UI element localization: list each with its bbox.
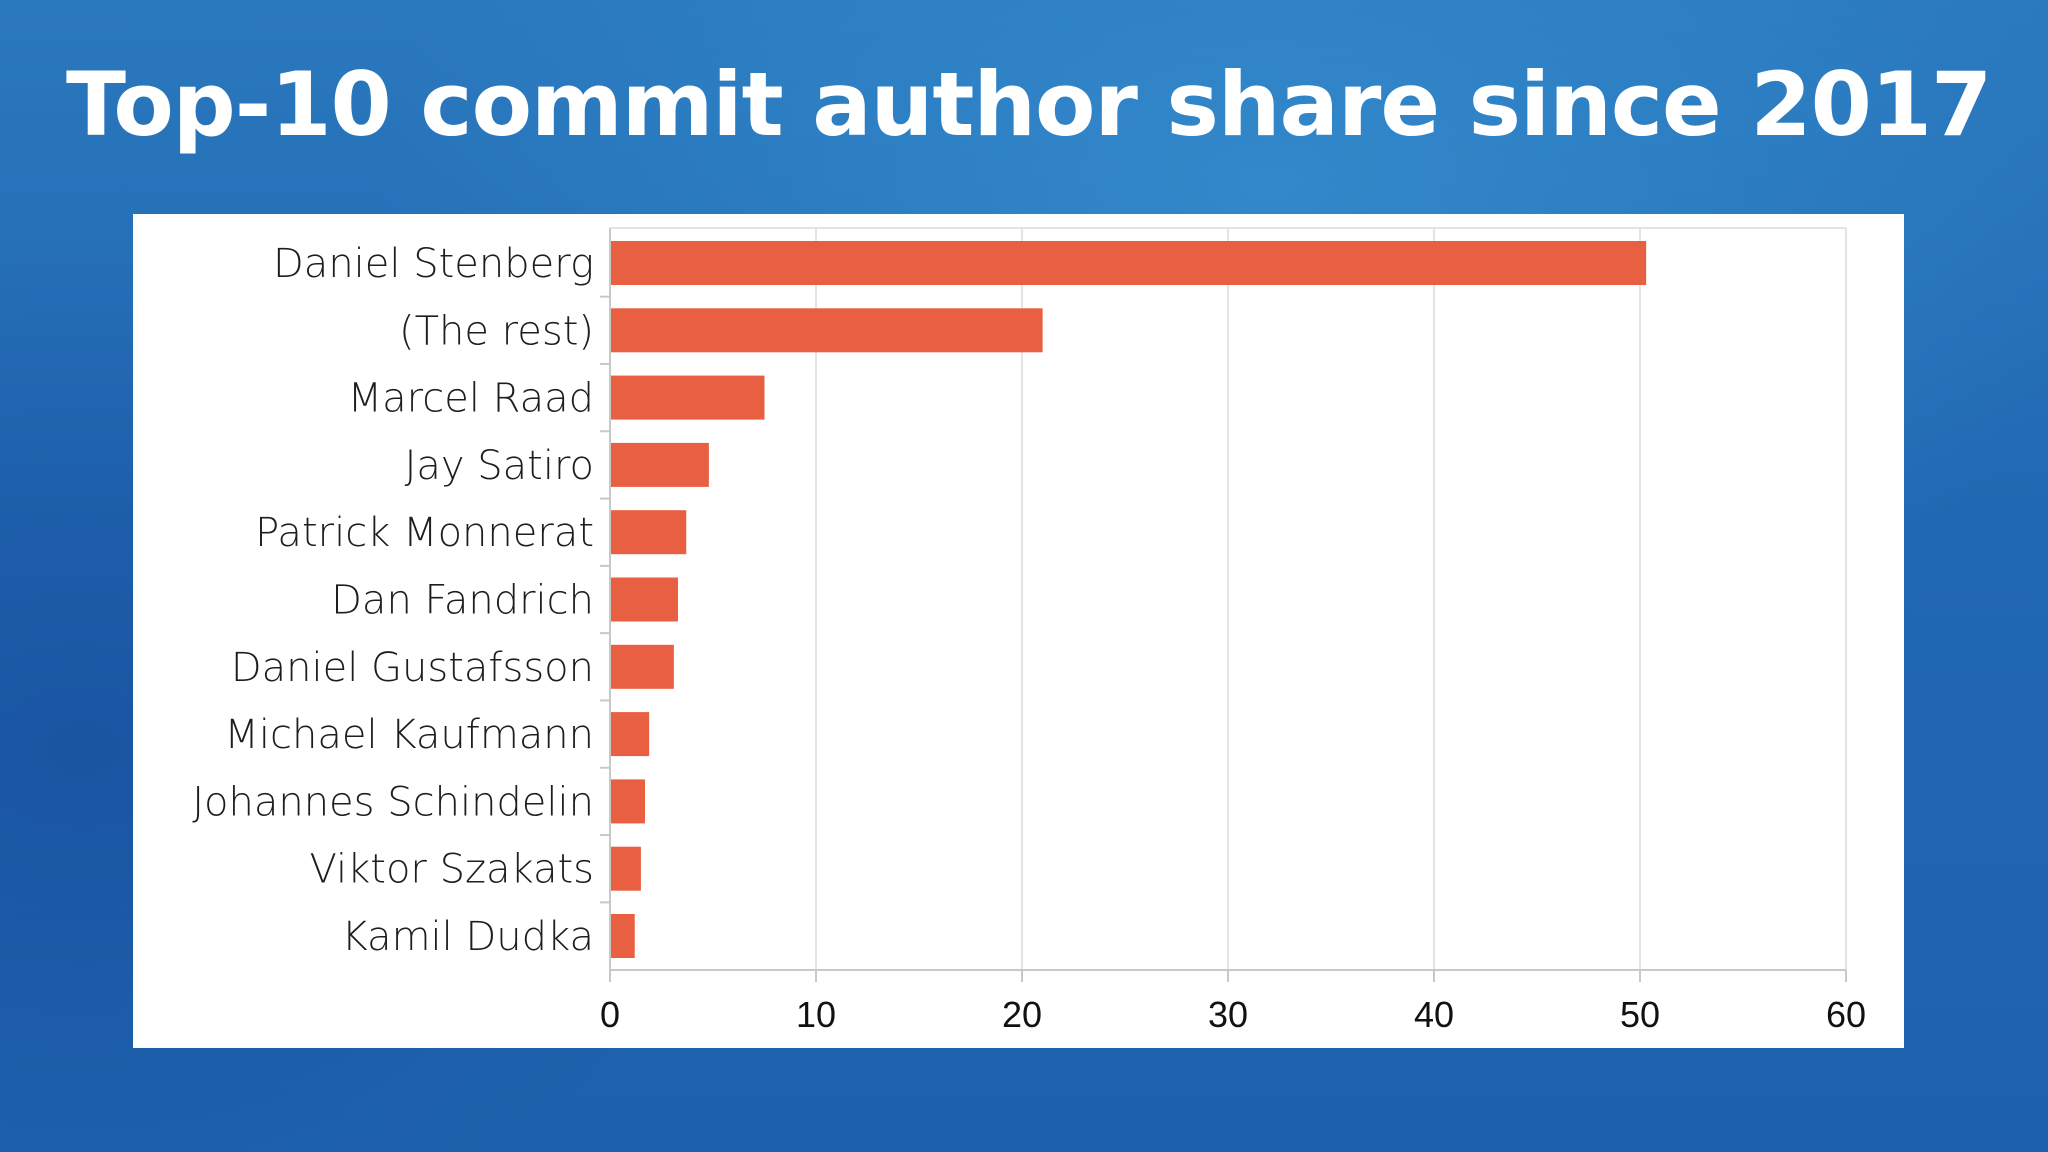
bar-chart: 0 10 20 30 40 50 60 Daniel Stenberg (The rest) Ma… bbox=[192, 227, 1866, 1035]
x-tick-label: 30 bbox=[1208, 994, 1248, 1035]
bar-7 bbox=[611, 712, 650, 757]
bar-3 bbox=[611, 442, 709, 487]
bar-0 bbox=[611, 241, 1647, 285]
category-label: Patrick Monnerat bbox=[255, 510, 594, 556]
bar-1 bbox=[611, 308, 1043, 353]
bar-8 bbox=[611, 779, 646, 824]
category-label: (The rest) bbox=[399, 308, 594, 354]
category-label: Michael Kaufmann bbox=[224, 712, 594, 758]
category-label: Jay Satiro bbox=[405, 443, 594, 489]
category-label: Daniel Stenberg bbox=[273, 241, 594, 287]
x-tick-label: 50 bbox=[1620, 994, 1660, 1035]
x-tick-label: 40 bbox=[1414, 994, 1454, 1035]
bar-5 bbox=[611, 577, 678, 622]
category-label: Viktor Szakats bbox=[310, 847, 594, 893]
x-tick-label: 20 bbox=[1002, 994, 1042, 1035]
label-layer: 0 10 20 30 40 50 60 Daniel Stenberg (The rest) Ma… bbox=[192, 241, 1866, 1035]
category-label: Marcel Raad bbox=[348, 376, 594, 422]
category-label: Daniel Gustafsson bbox=[231, 645, 594, 691]
x-tick-label: 0 bbox=[600, 994, 620, 1035]
bar-6 bbox=[611, 644, 674, 689]
category-label: Dan Fandrich bbox=[331, 578, 594, 624]
x-tick-label: 60 bbox=[1826, 994, 1866, 1035]
chart-panel: 0 10 20 30 40 50 60 Daniel Stenberg (The rest) Ma… bbox=[133, 214, 1904, 1048]
x-tick-label: 10 bbox=[796, 994, 836, 1035]
axis-layer bbox=[600, 228, 1847, 982]
bar-2 bbox=[611, 375, 765, 420]
bar-10 bbox=[611, 914, 635, 958]
slide-title: Top-10 commit author share since 2017 bbox=[66, 53, 1992, 156]
category-label: Johannes Schindelin bbox=[192, 779, 594, 825]
bar-9 bbox=[611, 846, 641, 891]
category-label: Kamil Dudka bbox=[342, 914, 594, 960]
bar-layer bbox=[611, 241, 1647, 958]
bar-4 bbox=[611, 510, 687, 555]
